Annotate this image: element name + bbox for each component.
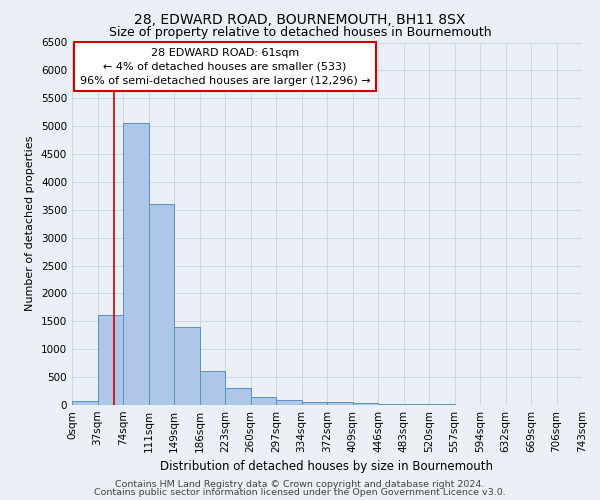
Bar (97, 314, 123, 405)
Bar (251, 397, 276, 405)
Bar (72, 401, 97, 405)
Text: Contains public sector information licensed under the Open Government Licence v3: Contains public sector information licen… (94, 488, 506, 497)
Bar (123, 123, 149, 405)
Bar (327, 402, 353, 405)
Bar (429, 404, 455, 405)
Bar (378, 404, 404, 405)
Bar (199, 371, 225, 405)
Bar (174, 327, 199, 405)
Bar (302, 402, 327, 405)
Text: 28, EDWARD ROAD, BOURNEMOUTH, BH11 8SX: 28, EDWARD ROAD, BOURNEMOUTH, BH11 8SX (134, 12, 466, 26)
Bar (149, 204, 174, 405)
Bar (353, 404, 378, 405)
X-axis label: Distribution of detached houses by size in Bournemouth: Distribution of detached houses by size … (161, 460, 493, 473)
Text: 28 EDWARD ROAD: 61sqm
← 4% of detached houses are smaller (533)
96% of semi-deta: 28 EDWARD ROAD: 61sqm ← 4% of detached h… (80, 48, 370, 86)
Text: Size of property relative to detached houses in Bournemouth: Size of property relative to detached ho… (109, 26, 491, 39)
Y-axis label: Number of detached properties: Number of detached properties (25, 136, 35, 312)
Text: Contains HM Land Registry data © Crown copyright and database right 2024.: Contains HM Land Registry data © Crown c… (115, 480, 485, 489)
Bar (225, 388, 251, 405)
Bar (276, 400, 302, 405)
Bar (404, 404, 429, 405)
